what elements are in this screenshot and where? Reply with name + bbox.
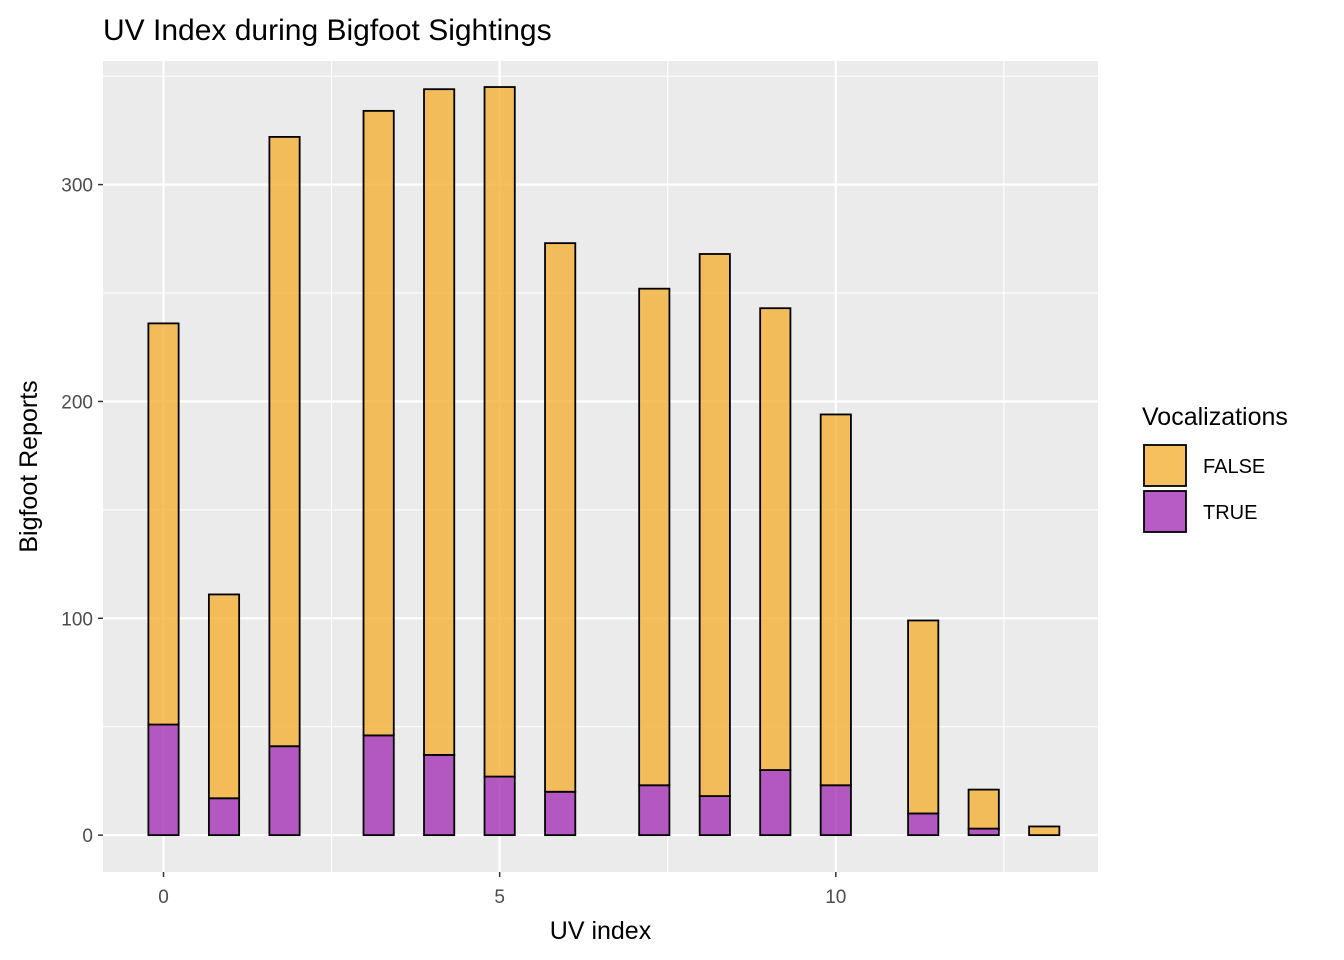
bar-true bbox=[759, 769, 792, 837]
legend-key-false bbox=[1143, 444, 1187, 487]
x-axis-title: UV index bbox=[550, 917, 652, 945]
bar-false bbox=[207, 593, 241, 800]
bar-false bbox=[698, 253, 731, 798]
x-tick-label: 0 bbox=[158, 887, 169, 908]
plot-panel bbox=[103, 61, 1098, 872]
bar-false bbox=[1028, 825, 1061, 837]
bar-true bbox=[907, 812, 940, 837]
x-tick-label: 10 bbox=[825, 887, 846, 908]
chart-title: UV Index during Bigfoot Sightings bbox=[103, 14, 552, 47]
bar-false bbox=[907, 619, 940, 815]
bar-false bbox=[544, 242, 577, 793]
bar-false bbox=[362, 109, 395, 737]
bar-true bbox=[147, 723, 180, 837]
y-tick-label: 0 bbox=[82, 826, 93, 847]
bar-true bbox=[638, 784, 671, 837]
bar-false bbox=[268, 135, 301, 748]
x-axis: 0 5 10 bbox=[158, 872, 846, 908]
bar-false bbox=[967, 788, 1000, 830]
bar-false bbox=[759, 307, 792, 771]
y-tick-label: 300 bbox=[61, 176, 93, 197]
y-axis-title: Bigfoot Reports bbox=[15, 380, 43, 552]
bar-false bbox=[423, 88, 456, 756]
bar-true bbox=[362, 734, 395, 837]
bar-true bbox=[544, 790, 577, 837]
bar-true bbox=[967, 827, 1000, 837]
bar-false bbox=[638, 287, 671, 787]
bar-true bbox=[698, 795, 731, 837]
bar-false bbox=[483, 86, 516, 778]
y-tick-label: 200 bbox=[61, 392, 93, 413]
legend-key-true bbox=[1143, 490, 1187, 533]
bar-false bbox=[147, 322, 180, 726]
y-tick-label: 100 bbox=[61, 609, 93, 630]
legend-label-false: FALSE bbox=[1203, 456, 1265, 478]
bar-false bbox=[819, 413, 852, 787]
bar-true bbox=[207, 797, 241, 837]
x-tick-label: 5 bbox=[494, 887, 505, 908]
y-axis: 0 100 200 300 bbox=[61, 176, 103, 847]
bar-true bbox=[483, 775, 516, 837]
bar-true bbox=[268, 745, 301, 837]
bar-true bbox=[819, 784, 852, 837]
bar-true bbox=[423, 754, 456, 837]
legend: Vocalizations FALSE TRUE bbox=[1142, 403, 1288, 533]
bars bbox=[147, 86, 1061, 837]
legend-label-true: TRUE bbox=[1203, 502, 1257, 524]
legend-title: Vocalizations bbox=[1142, 403, 1288, 431]
